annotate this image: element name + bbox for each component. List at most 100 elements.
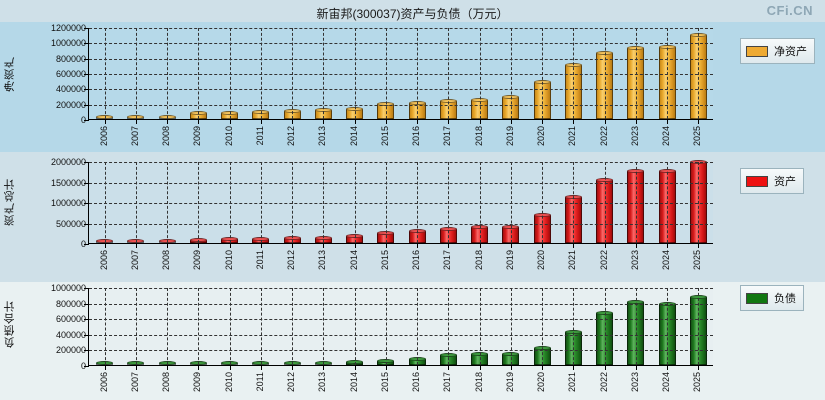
legend-label-total-liabilities: 负债 <box>774 293 796 305</box>
y-axis-title-1: 资产总计 <box>4 178 16 226</box>
gridline-vertical <box>292 28 294 119</box>
x-tick-mark <box>385 119 387 124</box>
gridline-vertical <box>604 162 606 243</box>
x-tick-mark <box>385 243 387 248</box>
x-tick-label: 2015 <box>379 372 390 393</box>
x-tick-label: 2011 <box>254 372 265 392</box>
panel-total-assets: 资产总计 0 500000 1000000 1500000 2000000 2006 20… <box>0 152 825 282</box>
bar-series-total-liabilities <box>89 288 713 365</box>
x-tick-label: 2007 <box>129 250 140 271</box>
gridline-vertical <box>229 162 231 243</box>
gridline-vertical <box>542 162 544 243</box>
legend-total-liabilities[interactable]: 负债 <box>740 285 804 311</box>
x-tick-mark <box>229 365 231 370</box>
gridline-vertical <box>542 288 544 365</box>
gridline-vertical <box>385 28 387 119</box>
gridline-vertical <box>479 28 481 119</box>
gridline-vertical <box>417 162 419 243</box>
x-tick-mark <box>542 243 544 248</box>
x-tick-label: 2025 <box>692 126 703 147</box>
x-tick-mark <box>135 365 137 370</box>
gridline-vertical <box>667 162 669 243</box>
x-tick-label: 2024 <box>661 126 672 147</box>
gridline-vertical <box>448 162 450 243</box>
panel-total-liabilities: 负债合计 0 200000 400000 600000 800000 1000000 20… <box>0 282 825 400</box>
gridline-vertical <box>604 288 606 365</box>
x-tick-mark <box>635 243 637 248</box>
x-tick-label: 2006 <box>98 250 109 271</box>
x-tick-mark <box>479 119 481 124</box>
x-tick-label: 2023 <box>629 372 640 393</box>
x-tick-mark <box>135 119 137 124</box>
legend-total-assets[interactable]: 资产 <box>740 168 804 194</box>
gridline-vertical <box>448 28 450 119</box>
x-tick-mark <box>698 365 700 370</box>
gridline-vertical <box>229 28 231 119</box>
x-tick-label: 2007 <box>129 372 140 393</box>
x-tick-mark <box>354 119 356 124</box>
y-tick-label: 800000 <box>55 53 86 64</box>
legend-net-assets[interactable]: 净资产 <box>740 38 815 64</box>
gridline-horizontal <box>89 319 713 321</box>
x-tick-label: 2019 <box>504 126 515 147</box>
x-tick-mark <box>448 365 450 370</box>
x-tick-label: 2021 <box>567 250 578 271</box>
y-tick-label: 0 <box>80 115 86 125</box>
x-tick-label: 2015 <box>379 126 390 147</box>
gridline-horizontal <box>89 223 713 225</box>
gridline-vertical <box>323 162 325 243</box>
x-tick-label: 2012 <box>286 126 297 147</box>
gridline-vertical <box>198 28 200 119</box>
gridline-vertical <box>573 28 575 119</box>
y-tick-label: 400000 <box>55 329 86 340</box>
x-tick-label: 2022 <box>598 126 609 147</box>
gridline-vertical <box>104 28 106 119</box>
gridline-vertical <box>510 28 512 119</box>
gridline-vertical <box>698 28 700 119</box>
gridline-vertical <box>417 28 419 119</box>
x-tick-label: 2011 <box>254 250 265 270</box>
y-axis-title-2: 负债合计 <box>4 300 16 348</box>
y-tick-label: 500000 <box>55 218 86 229</box>
x-tick-label: 2014 <box>348 126 359 147</box>
legend-swatch-total-liabilities <box>746 292 768 304</box>
x-tick-mark <box>479 243 481 248</box>
x-tick-mark <box>604 365 606 370</box>
x-tick-label: 2014 <box>348 372 359 393</box>
x-tick-mark <box>167 365 169 370</box>
y-tick-labels-1: 0 500000 1000000 1500000 2000000 <box>18 157 86 249</box>
y-tick-mark <box>84 162 89 163</box>
gridline-horizontal <box>89 28 713 29</box>
gridline-vertical <box>198 288 200 365</box>
x-tick-mark <box>698 243 700 248</box>
x-tick-mark <box>292 365 294 370</box>
x-tick-mark <box>198 119 200 124</box>
x-tick-label: 2020 <box>536 126 547 147</box>
x-tick-label: 2018 <box>473 372 484 393</box>
gridline-vertical <box>385 288 387 365</box>
x-tick-label: 2010 <box>223 372 234 393</box>
x-tick-mark <box>229 243 231 248</box>
x-tick-mark <box>104 243 106 248</box>
y-tick-label: 1200000 <box>50 23 86 33</box>
x-tick-mark <box>698 119 700 124</box>
x-tick-mark <box>229 119 231 124</box>
x-tick-mark <box>635 119 637 124</box>
x-tick-label: 2020 <box>536 250 547 271</box>
gridline-vertical <box>292 288 294 365</box>
y-tick-mark <box>84 104 89 106</box>
gridline-vertical <box>135 288 137 365</box>
x-tick-mark <box>604 119 606 124</box>
x-tick-label: 2016 <box>411 250 422 271</box>
y-tick-label: 1000000 <box>50 38 86 49</box>
x-tick-mark <box>385 365 387 370</box>
gridline-horizontal <box>89 74 713 75</box>
gridline-horizontal <box>89 303 713 305</box>
x-tick-mark <box>292 243 294 248</box>
gridline-vertical <box>417 288 419 365</box>
x-tick-mark <box>260 365 262 370</box>
x-tick-label: 2006 <box>98 372 109 393</box>
x-tick-mark <box>635 365 637 370</box>
gridline-vertical <box>354 28 356 119</box>
gridline-vertical <box>698 162 700 243</box>
